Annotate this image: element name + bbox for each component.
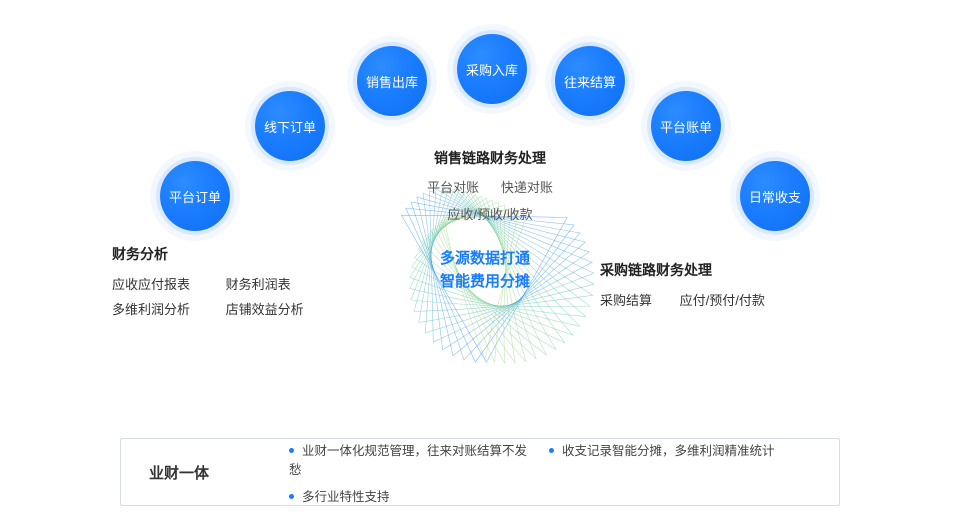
arc-node: 往来结算 (555, 46, 625, 116)
bottom-title: 业财一体 (149, 462, 289, 483)
bullet-item: 业财一体化规范管理，往来对账结算不发愁 (289, 440, 539, 478)
bullet-item: 多行业特性支持 (289, 486, 539, 505)
bottom-summary-box: 业财一体 业财一体化规范管理，往来对账结算不发愁 收支记录智能分摊，多维利润精准… (120, 438, 840, 506)
section-title: 财务分析 (112, 244, 362, 264)
center-line2: 智能费用分摊 (395, 271, 575, 294)
arc-node: 采购入库 (457, 34, 527, 104)
section-title: 采购链路财务处理 (600, 260, 840, 280)
section-finance-analysis: 财务分析 应收应付报表 财务利润表 多维利润分析 店铺效益分析 (112, 244, 362, 324)
section-row: 多维利润分析 店铺效益分析 (112, 299, 362, 318)
section-row: 平台对账 快递对账 (400, 178, 580, 199)
arc-node: 平台账单 (651, 91, 721, 161)
bottom-bullets: 业财一体化规范管理，往来对账结算不发愁 收支记录智能分摊，多维利润精准统计 多行… (289, 440, 799, 505)
center-text: 多源数据打通 智能费用分摊 (395, 248, 575, 293)
arc-node: 销售出库 (357, 46, 427, 116)
section-title: 销售链路财务处理 (400, 148, 580, 168)
arc-node: 日常收支 (740, 161, 810, 231)
section-row: 应收/预收/收款 (400, 205, 580, 226)
center-line1: 多源数据打通 (395, 248, 575, 271)
arc-node: 平台订单 (160, 161, 230, 231)
arc-node: 线下订单 (255, 91, 325, 161)
section-sales-finance: 销售链路财务处理 平台对账 快递对账 应收/预收/收款 (400, 148, 580, 232)
bullet-item: 收支记录智能分摊，多维利润精准统计 (549, 440, 799, 478)
section-row: 采购结算 应付/预付/付款 (600, 290, 840, 309)
section-row: 应收应付报表 财务利润表 (112, 274, 362, 293)
section-purchase-finance: 采购链路财务处理 采购结算 应付/预付/付款 (600, 260, 840, 315)
